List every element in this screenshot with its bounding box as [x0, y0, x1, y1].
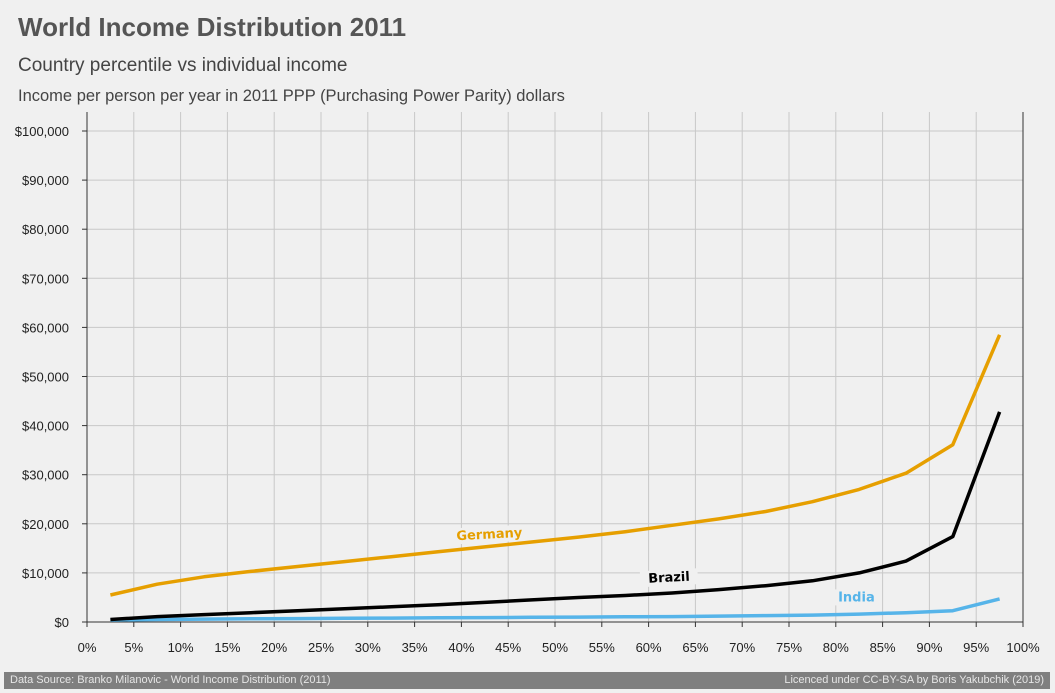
x-tick-label: 100%	[1006, 640, 1040, 655]
y-tick-label: $50,000	[22, 370, 69, 385]
x-tick-label: 20%	[261, 640, 287, 655]
y-tick-label: $30,000	[22, 468, 69, 483]
series-label-background	[639, 568, 699, 588]
y-tick-label: $90,000	[22, 173, 69, 188]
footer-bar: Data Source: Branko Milanovic - World In…	[4, 672, 1050, 689]
series-label-background	[831, 589, 881, 606]
y-tick-label: $0	[55, 615, 69, 630]
series-line-india	[110, 597, 1001, 622]
x-tick-label: 75%	[776, 640, 802, 655]
series-labels: Germany Brazil India	[455, 524, 881, 606]
series-lines	[110, 334, 1002, 622]
series-label-germany: Germany	[456, 526, 523, 544]
y-tick-label: $80,000	[22, 222, 69, 237]
y-tick-label: $100,000	[15, 124, 69, 139]
axes: 0% 5% 10% 15% 20% 25% 30% 35% 40% 45% 50% 55% 60% 65%…	[15, 112, 1040, 655]
series-label-group: India	[831, 589, 881, 606]
x-tick-label: 50%	[542, 640, 568, 655]
chart-title: World Income Distribution 2011	[18, 12, 407, 42]
x-tick-label: 70%	[729, 640, 755, 655]
x-tick-label: 25%	[308, 640, 334, 655]
x-tick-label: 65%	[682, 640, 708, 655]
x-tick-label: 15%	[214, 640, 240, 655]
series-label-india: India	[838, 590, 875, 605]
x-tick-label: 5%	[124, 640, 143, 655]
x-tick-label: 85%	[870, 640, 896, 655]
series-label-brazil: Brazil	[648, 570, 690, 587]
y-tick-label: $70,000	[22, 271, 69, 286]
series-label-group: Germany	[455, 524, 523, 545]
units-caption: Income per person per year in 2011 PPP (…	[18, 87, 565, 105]
grid-lines	[87, 112, 1023, 622]
x-tick-label: 45%	[495, 640, 521, 655]
x-tick-label: 10%	[168, 640, 194, 655]
x-tick-label: 40%	[448, 640, 474, 655]
series-label-background	[455, 524, 523, 545]
x-tick-label: 60%	[636, 640, 662, 655]
y-tick-label: $40,000	[22, 419, 69, 434]
series-line-brazil	[110, 411, 1002, 622]
x-tick-label: 90%	[916, 640, 942, 655]
x-tick-label: 55%	[589, 640, 615, 655]
y-tick-label: $10,000	[22, 566, 69, 581]
data-source-text: Data Source: Branko Milanovic - World In…	[10, 674, 331, 686]
x-tick-label: 0%	[78, 640, 97, 655]
y-tick-label: $20,000	[22, 517, 69, 532]
x-tick-label: 95%	[963, 640, 989, 655]
x-tick-label: 35%	[402, 640, 428, 655]
license-text: Licenced under CC-BY-SA by Boris Yakubch…	[784, 674, 1044, 686]
x-tick-label: 30%	[355, 640, 381, 655]
x-tick-label: 80%	[823, 640, 849, 655]
series-label-group: Brazil	[639, 568, 699, 588]
chart-subtitle: Country percentile vs individual income	[18, 55, 348, 76]
series-line-germany	[110, 334, 1002, 597]
y-tick-label: $60,000	[22, 320, 69, 335]
